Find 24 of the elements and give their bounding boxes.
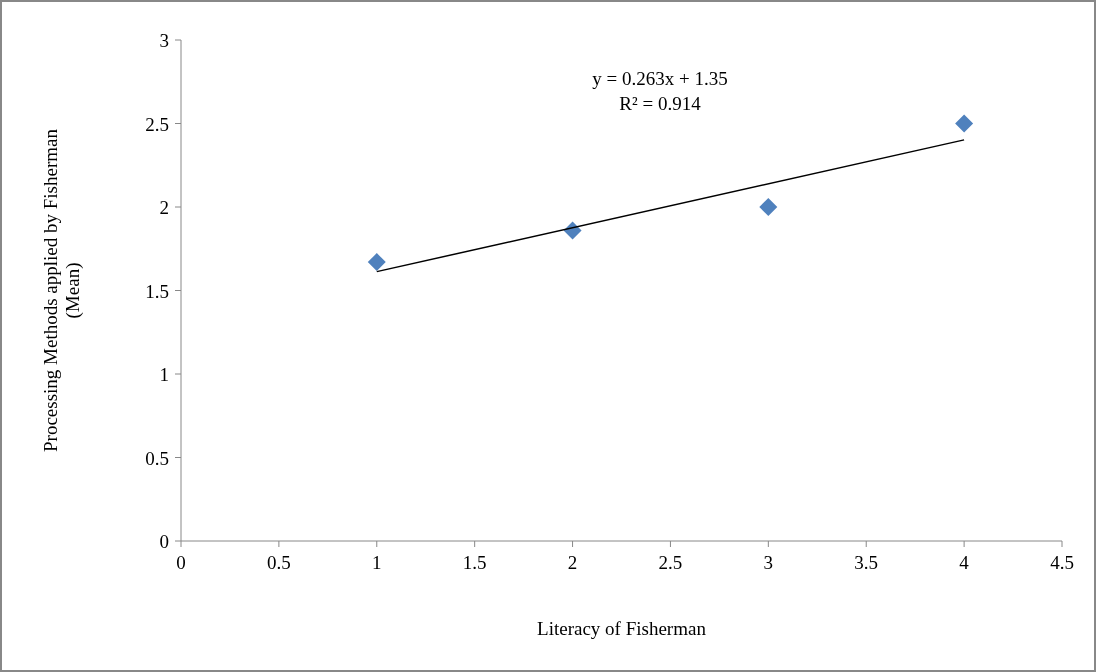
x-tick-label: 1.5	[462, 552, 487, 573]
y-tick-label: 2	[159, 197, 169, 218]
x-tick-label: 4	[959, 552, 970, 573]
y-tick-label: 0.5	[145, 447, 169, 469]
y-tick-label: 2.5	[145, 113, 169, 135]
x-tick-label: 0.5	[267, 552, 291, 573]
y-tick-label: 0	[159, 531, 169, 552]
y-tick-label: 1.5	[145, 280, 169, 302]
x-tick-label: 1	[372, 552, 382, 573]
x-tick-label: 2	[567, 552, 578, 573]
annotation: y = 0.263x + 1.35	[592, 68, 728, 89]
point	[759, 198, 778, 216]
y-tick-label: 1	[159, 364, 169, 385]
x-axis-title: Literacy of Fisherman	[537, 618, 707, 639]
x-tick-label: 2.5	[658, 552, 683, 573]
annotation: R² = 0.914	[619, 93, 702, 114]
point	[367, 253, 386, 272]
y-axis-title: Processing Methods applied by Fisherman (Mean)	[40, 128, 84, 452]
point	[955, 114, 974, 133]
x-tick-label: 3	[763, 552, 774, 573]
x-tick-label: 3.5	[854, 552, 879, 573]
x-tick-label: 4.5	[1050, 552, 1074, 573]
x-tick-label: 0	[176, 552, 186, 573]
y-tick-label: 3	[159, 30, 169, 51]
